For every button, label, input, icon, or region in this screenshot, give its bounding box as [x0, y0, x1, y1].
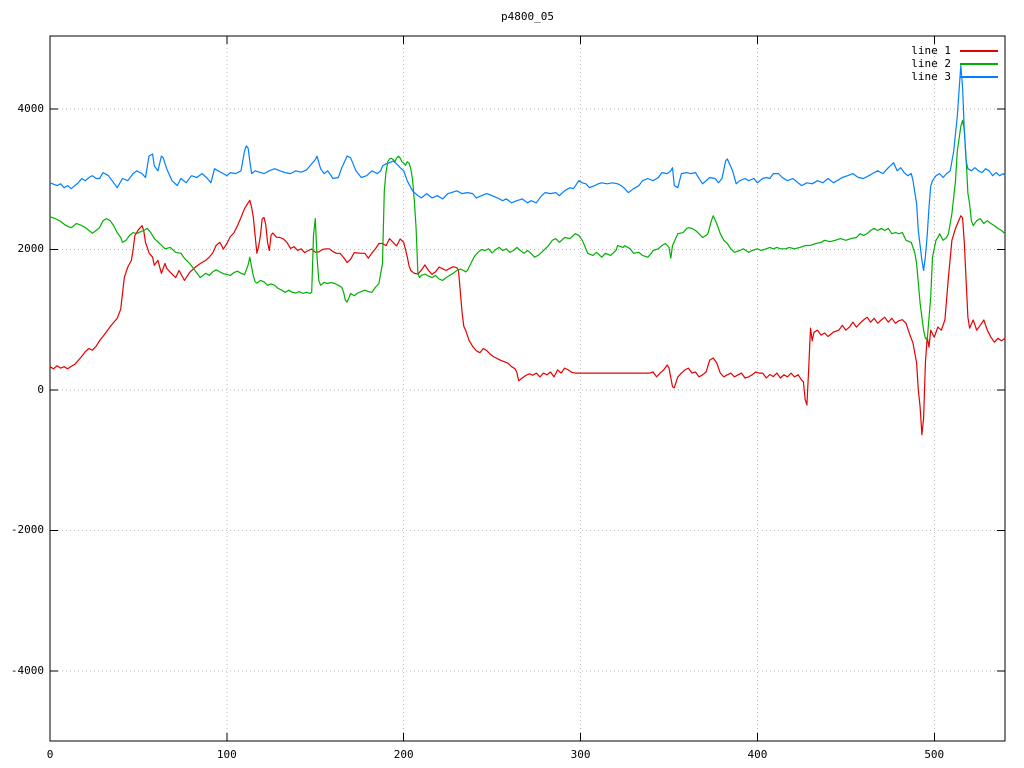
y-tick-label: 2000 — [17, 242, 45, 256]
legend-line-sample — [960, 75, 998, 78]
legend-item-label: line 2 — [911, 57, 951, 70]
series-line-2 — [49, 119, 1006, 341]
y-tick-label: -4000 — [10, 663, 44, 677]
x-tick-label: 400 — [747, 748, 768, 761]
chart-title: p4800_05 — [501, 10, 554, 23]
x-tick-label: 0 — [46, 748, 54, 761]
x-tick-label: 300 — [570, 748, 591, 761]
legend-item-label: line 3 — [911, 70, 951, 83]
legend: line 1 line 2 line 3 — [911, 44, 998, 83]
x-tick-label: 200 — [393, 748, 414, 761]
series-line-1 — [49, 199, 1006, 436]
legend-item: line 1 — [911, 44, 998, 57]
series-line-3 — [49, 64, 1006, 272]
legend-item: line 2 — [911, 57, 998, 70]
x-tick-label: 100 — [216, 748, 237, 761]
plot-border — [49, 35, 1006, 742]
legend-line-sample — [960, 49, 998, 52]
legend-item: line 3 — [911, 70, 998, 83]
legend-item-label: line 1 — [911, 44, 951, 57]
x-tick-label: 500 — [924, 748, 945, 761]
y-tick-label: -2000 — [10, 523, 44, 537]
y-tick-label: 0 — [37, 382, 44, 396]
legend-line-sample — [960, 62, 998, 65]
y-tick-label: 4000 — [17, 102, 45, 116]
